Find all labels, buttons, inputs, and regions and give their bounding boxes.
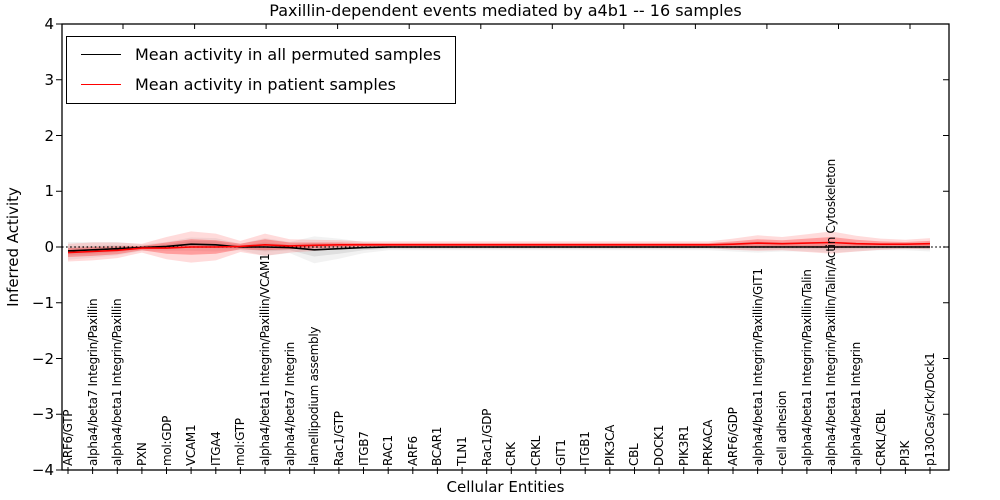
x-category-label: alpha4/beta1 Integrin/Paxillin/Talin: [799, 269, 814, 466]
y-tick-label: 1: [44, 182, 54, 201]
y-tick-label: −3: [31, 405, 54, 424]
x-category-label: ITGB7: [356, 431, 371, 466]
x-category-label: alpha4/beta7 Integrin/Paxillin: [85, 298, 100, 466]
x-category-label: CBL: [627, 443, 642, 466]
legend-line-patient-icon: [81, 84, 121, 85]
y-tick-label: 0: [44, 238, 54, 256]
confidence-band: [68, 240, 930, 257]
x-category-label: PXN: [134, 442, 149, 466]
x-category-label: PIK3R1: [676, 425, 691, 466]
series-line-permuted: [67, 243, 930, 252]
x-category-label: p130Cas/Crk/Dock1: [923, 352, 937, 466]
x-category-label: ITGB1: [578, 431, 593, 466]
legend-entry-patient: Mean activity in patient samples: [81, 74, 441, 95]
y-tick-label: −1: [31, 293, 54, 312]
x-category-label: GIT1: [553, 439, 568, 466]
x-category-label: CRK: [504, 442, 519, 466]
tick-marks: [56, 23, 949, 474]
x-category-label: alpha4/beta1 Integrin/Paxillin: [110, 298, 125, 466]
x-category-label: mol:GDP: [159, 415, 174, 466]
x-category-label: mol:GTP: [233, 418, 248, 466]
legend-line-permuted-icon: [81, 54, 121, 55]
y-tick-label: 3: [44, 70, 54, 89]
x-category-label: cell adhesion: [775, 390, 790, 466]
x-category-label: Rac1/GTP: [331, 411, 346, 466]
x-category-label: TLN1: [455, 436, 470, 466]
x-category-label: Rac1/GDP: [479, 408, 494, 466]
y-tick-label: −4: [31, 461, 54, 479]
x-category-label: CRKL: [528, 435, 543, 466]
x-category-label: ARF6/GTP: [61, 409, 75, 466]
y-tick-label: 2: [44, 126, 54, 145]
y-tick-label: 4: [44, 15, 54, 33]
x-category-label: PRKACA: [701, 419, 716, 466]
x-category-label: PIK3CA: [602, 424, 617, 466]
x-axis-label: Cellular Entities: [446, 478, 565, 496]
x-category-label: alpha4/beta7 Integrin: [282, 342, 297, 466]
x-category-label: RAC1: [381, 435, 396, 466]
legend: Mean activity in all permuted samples Me…: [66, 36, 457, 104]
series-line-patient: [67, 241, 931, 254]
x-category-label: BCAR1: [430, 426, 445, 466]
x-category-label: alpha4/beta1 Integrin: [849, 342, 864, 466]
legend-entry-permuted: Mean activity in all permuted samples: [81, 44, 441, 65]
x-category-label: ITGA4: [208, 431, 223, 466]
confidence-band: [68, 237, 930, 257]
chart-title: Paxillin-dependent events mediated by a4…: [269, 1, 742, 20]
x-category-label: ARF6/GDP: [725, 407, 740, 466]
x-category-label: lamellipodium assembly: [307, 326, 322, 466]
y-tick-label: −2: [31, 349, 54, 368]
legend-label-permuted: Mean activity in all permuted samples: [135, 45, 442, 64]
x-category-label: VCAM1: [184, 424, 199, 466]
x-category-label: alpha4/beta1 Integrin/Paxillin/VCAM1: [258, 253, 273, 466]
x-category-label: alpha4/beta1 Integrin/Paxillin/GIT1: [750, 268, 765, 466]
legend-label-patient: Mean activity in patient samples: [135, 75, 396, 94]
x-category-label: alpha4/beta1 Integrin/Paxillin/Talin/Act…: [824, 159, 839, 466]
x-category-label: CRKL/CBL: [873, 409, 888, 466]
x-category-label: PI3K: [898, 440, 913, 466]
x-category-label: ARF6: [405, 436, 420, 466]
x-category-label: DOCK1: [652, 424, 667, 466]
confidence-band: [68, 236, 930, 264]
